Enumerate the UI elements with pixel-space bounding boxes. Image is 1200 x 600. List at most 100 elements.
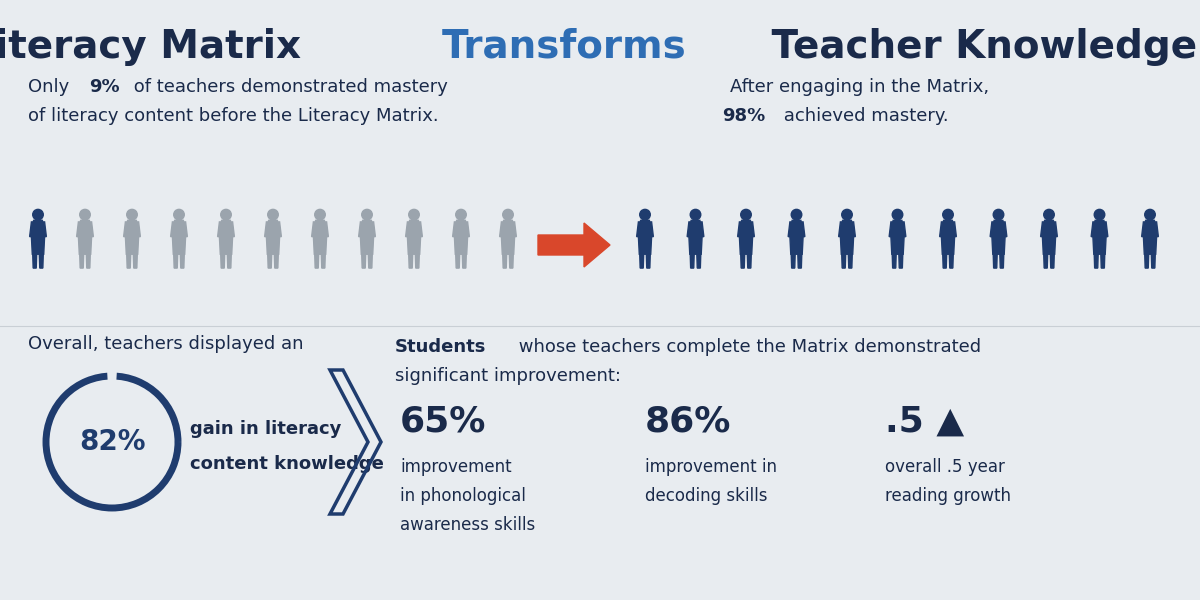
Polygon shape [1144,220,1157,236]
Polygon shape [1144,236,1157,254]
Polygon shape [1043,236,1056,254]
Text: of teachers demonstrated mastery: of teachers demonstrated mastery [128,78,448,96]
Polygon shape [509,254,514,268]
Polygon shape [992,220,1006,236]
Text: After engaging in the Matrix,: After engaging in the Matrix, [731,78,990,96]
Text: improvement: improvement [400,458,511,476]
Polygon shape [690,254,694,268]
Polygon shape [1154,222,1158,236]
Polygon shape [180,254,185,268]
Circle shape [791,209,802,220]
Text: Transforms: Transforms [442,28,686,66]
Polygon shape [227,254,232,268]
Polygon shape [313,236,326,254]
Polygon shape [953,222,956,236]
Polygon shape [638,236,652,254]
Polygon shape [689,220,702,236]
Polygon shape [1141,222,1146,236]
Text: Overall, teachers displayed an: Overall, teachers displayed an [28,335,304,353]
Polygon shape [841,254,846,268]
Polygon shape [419,222,422,236]
Polygon shape [1044,254,1048,268]
Polygon shape [184,222,187,236]
Polygon shape [503,254,506,268]
Text: gain in literacy: gain in literacy [190,420,341,438]
Polygon shape [890,220,904,236]
Polygon shape [637,222,641,236]
Polygon shape [800,222,805,236]
Polygon shape [502,220,515,236]
Text: improvement in: improvement in [646,458,778,476]
Polygon shape [840,236,853,254]
Polygon shape [992,236,1006,254]
Polygon shape [127,254,131,268]
Polygon shape [990,222,994,236]
Circle shape [221,209,232,220]
Polygon shape [452,222,456,236]
Polygon shape [277,222,281,236]
Polygon shape [265,222,269,236]
Polygon shape [839,222,842,236]
Polygon shape [640,254,643,268]
Text: Teacher Knowledge: Teacher Knowledge [757,28,1196,66]
Text: content knowledge: content knowledge [190,455,384,473]
Polygon shape [750,222,755,236]
Circle shape [361,209,372,220]
Polygon shape [1043,220,1056,236]
Polygon shape [512,222,516,236]
Polygon shape [32,254,37,268]
Polygon shape [455,220,468,236]
Polygon shape [125,236,139,254]
Circle shape [456,209,467,220]
Polygon shape [220,236,233,254]
Polygon shape [647,254,650,268]
Polygon shape [313,220,326,236]
Polygon shape [78,220,91,236]
Polygon shape [893,254,896,268]
Polygon shape [1094,254,1098,268]
Polygon shape [170,222,175,236]
Polygon shape [31,236,44,254]
Circle shape [268,209,278,220]
Text: of literacy content before the Literacy Matrix.: of literacy content before the Literacy … [28,107,439,125]
Polygon shape [499,222,504,236]
Polygon shape [739,220,752,236]
FancyArrow shape [538,223,610,267]
Polygon shape [942,236,955,254]
Polygon shape [125,220,139,236]
Polygon shape [268,254,271,268]
Polygon shape [1093,220,1106,236]
Polygon shape [275,254,278,268]
Text: decoding skills: decoding skills [646,487,768,505]
Polygon shape [848,254,852,268]
Polygon shape [1040,222,1044,236]
Polygon shape [700,222,704,236]
Polygon shape [79,254,84,268]
Polygon shape [221,254,224,268]
Polygon shape [739,236,752,254]
Polygon shape [174,254,178,268]
Polygon shape [1100,254,1105,268]
Polygon shape [1054,222,1057,236]
Polygon shape [748,254,751,268]
Polygon shape [1145,254,1148,268]
Text: 9%: 9% [89,78,119,96]
Text: awareness skills: awareness skills [400,516,535,534]
Polygon shape [899,254,902,268]
Polygon shape [462,254,467,268]
Polygon shape [360,236,373,254]
Circle shape [893,209,902,220]
Text: whose teachers complete the Matrix demonstrated: whose teachers complete the Matrix demon… [512,338,982,356]
Polygon shape [940,222,943,236]
Polygon shape [217,222,222,236]
Circle shape [640,209,650,220]
Circle shape [314,209,325,220]
Polygon shape [42,222,47,236]
Text: reading growth: reading growth [886,487,1010,505]
Circle shape [174,209,185,220]
Circle shape [690,209,701,220]
Polygon shape [408,220,420,236]
Polygon shape [1104,222,1108,236]
Text: 65%: 65% [400,405,486,439]
Text: Only: Only [28,78,74,96]
